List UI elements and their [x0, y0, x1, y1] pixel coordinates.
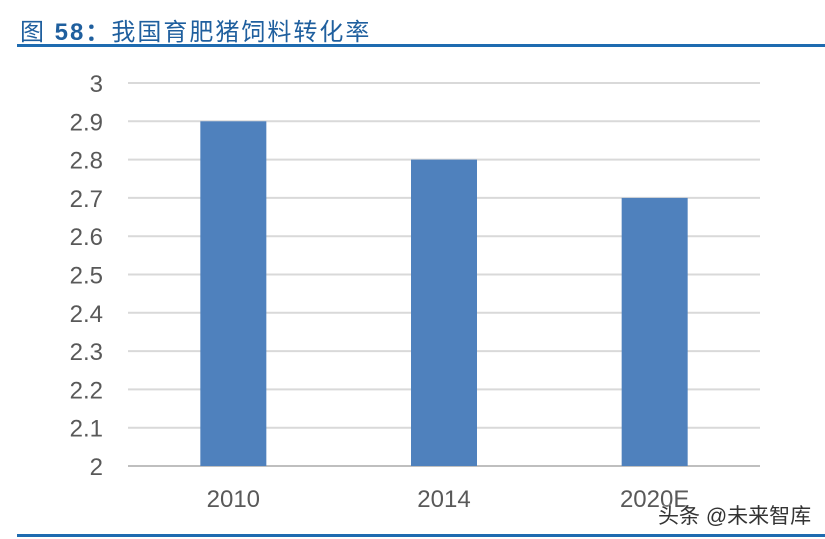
x-tick-label: 2014: [417, 486, 470, 513]
y-tick-label: 2.9: [70, 109, 103, 136]
y-tick-label: 2.8: [70, 148, 103, 175]
figure-label: 图: [20, 19, 46, 46]
x-tick-label: 2010: [207, 486, 260, 513]
bar-2014: [411, 159, 477, 466]
bar-2020E: [621, 197, 688, 466]
y-tick-label: 2.7: [70, 186, 103, 213]
y-tick-label: 2.4: [70, 301, 103, 328]
y-tick-label: 2.6: [70, 224, 103, 251]
y-tick-label: 2.5: [70, 263, 103, 290]
title-divider: [17, 44, 825, 47]
bottom-divider: [17, 534, 825, 537]
bar-2010: [200, 121, 267, 467]
x-tick-label: 2020E: [620, 486, 689, 513]
figure-title-text: 我国育肥猪饲料转化率: [111, 19, 372, 46]
figure-number: 58：: [54, 19, 112, 46]
y-tick-label: 2.1: [70, 416, 103, 443]
y-tick-label: 2.2: [70, 377, 103, 404]
y-tick-label: 2.3: [70, 339, 103, 366]
watermark: 头条 @未来智库: [658, 505, 812, 528]
y-tick-label: 3: [90, 71, 103, 98]
y-tick-label: 2: [90, 454, 103, 481]
chart-title: 图 58：我国育肥猪饲料转化率: [20, 12, 371, 47]
